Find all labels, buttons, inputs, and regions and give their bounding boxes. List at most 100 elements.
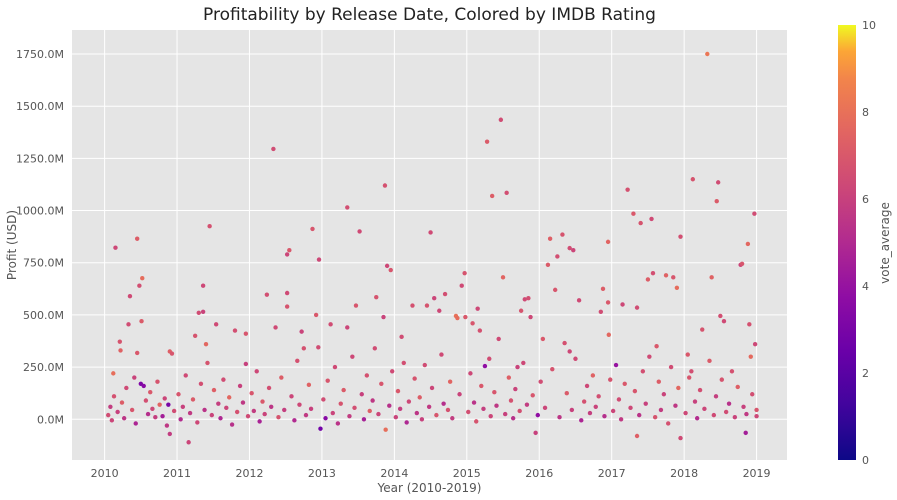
scatter-point <box>564 391 569 396</box>
scatter-point <box>528 314 533 320</box>
scatter-point <box>713 394 719 399</box>
scatter-point <box>364 373 370 378</box>
scatter-point <box>673 403 678 408</box>
scatter-point <box>111 371 116 376</box>
scatter-point <box>325 378 330 383</box>
x-tick-label: 2012 <box>235 467 263 480</box>
scatter-point <box>414 410 420 416</box>
scatter-point <box>547 236 553 241</box>
scatter-point <box>567 245 572 251</box>
scatter-point <box>555 254 560 259</box>
scatter-point <box>109 418 115 423</box>
scatter-point <box>579 418 584 423</box>
scatter-point <box>748 354 753 359</box>
x-tick-label: 2014 <box>380 467 408 480</box>
scatter-point <box>649 216 654 222</box>
scatter-point <box>600 286 606 292</box>
scatter-point <box>605 239 611 245</box>
scatter-point <box>345 205 350 210</box>
x-tick-label: 2018 <box>670 467 698 480</box>
scatter-point <box>676 385 681 391</box>
colorbar-tick-label: 4 <box>862 280 869 293</box>
scatter-point <box>678 234 683 239</box>
scatter-point <box>628 405 633 411</box>
scatter-point <box>203 341 209 347</box>
scatter-point <box>205 360 210 366</box>
scatter-point <box>226 395 232 400</box>
grid-lines <box>72 30 787 460</box>
scatter-point <box>167 431 172 437</box>
scatter-point <box>301 346 307 351</box>
scatter-point <box>518 308 524 313</box>
scatter-point <box>503 411 508 417</box>
scatter-point <box>515 364 520 370</box>
scatter-point <box>474 419 479 424</box>
scatter-point <box>153 415 158 420</box>
scatter-point <box>571 248 576 253</box>
scatter-point <box>379 381 384 387</box>
scatter-point <box>560 232 565 237</box>
scatter-point <box>169 351 175 356</box>
colorbar: 0 2 4 6 8 10 vote_average <box>838 19 892 467</box>
scatter-point <box>484 139 490 144</box>
scatter-point <box>353 303 359 308</box>
y-tick-label: 1500.0M <box>16 100 64 113</box>
scatter-point <box>374 294 379 300</box>
scatter-point <box>573 356 578 361</box>
scatter-point <box>245 413 251 419</box>
scatter-point <box>133 421 138 426</box>
scatter-point <box>164 423 170 428</box>
scatter-point <box>139 318 144 324</box>
scatter-point <box>535 412 541 418</box>
scatter-point <box>132 375 137 380</box>
colorbar-tick-label: 2 <box>862 367 869 380</box>
scatter-point <box>381 314 386 320</box>
scatter-point <box>471 400 477 405</box>
scatter-point <box>134 236 140 241</box>
scatter-point <box>498 117 504 122</box>
scatter-point <box>743 430 748 436</box>
scatter-point <box>692 399 698 404</box>
scatter-point <box>292 418 297 423</box>
scatter-point <box>145 411 151 417</box>
scatter-point <box>697 387 703 393</box>
colorbar-tick-label: 6 <box>862 193 869 206</box>
scatter-point <box>637 412 642 418</box>
scatter-point <box>606 332 611 337</box>
scatter-point <box>719 377 725 382</box>
scatter-point <box>654 344 659 349</box>
scatter-point <box>243 361 249 367</box>
scatter-point <box>115 409 120 415</box>
scatter-point <box>638 220 643 226</box>
scatter-point <box>661 392 667 397</box>
y-axis-ticks: 0.0M 250.0M 500.0M 750.0M 1000.0M 1250.0M 1500… <box>16 48 64 426</box>
scatter-point <box>141 383 146 389</box>
scatter-point <box>224 405 229 411</box>
scatter-point <box>401 360 406 366</box>
scatter-point <box>735 384 740 390</box>
scatter-point <box>576 298 582 303</box>
scatter-point <box>297 402 302 407</box>
colorbar-label: vote_average <box>878 202 892 284</box>
scatter-point <box>289 394 294 399</box>
scatter-point <box>459 283 464 288</box>
scatter-point <box>526 296 531 301</box>
scatter-point <box>389 369 395 374</box>
scatter-point <box>622 381 627 387</box>
scatter-point <box>323 416 328 421</box>
scatter-point <box>198 381 204 387</box>
scatter-point <box>723 409 729 415</box>
scatter-point <box>207 224 212 229</box>
scatter-point <box>192 333 198 339</box>
scatter-point <box>613 362 619 368</box>
scatter-point <box>608 377 613 382</box>
scatter-point <box>321 397 326 402</box>
scatter-point <box>481 406 486 412</box>
scatter-point <box>711 412 717 418</box>
scatter-point <box>632 388 638 394</box>
scatter-point <box>117 339 123 344</box>
scatter-point <box>477 328 483 333</box>
scatter-point <box>316 345 321 350</box>
scatter-point <box>533 430 538 436</box>
